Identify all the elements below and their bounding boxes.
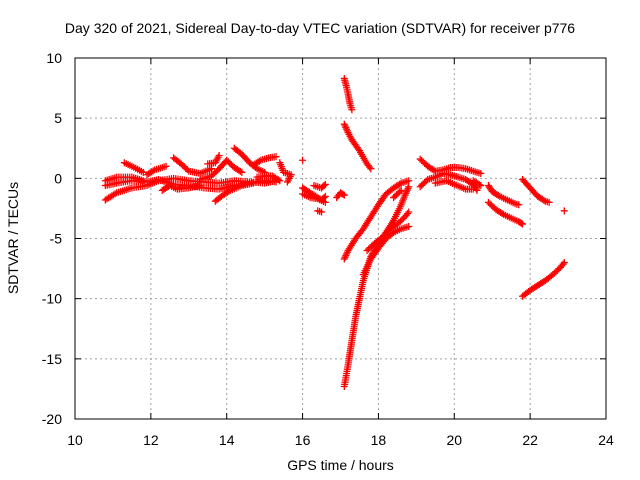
data-point [545,198,553,206]
data-point [255,157,263,165]
x-axis-label: GPS time / hours [287,457,394,473]
data-point [249,179,257,187]
y-tick-label: -5 [50,231,63,247]
data-point [299,156,307,164]
data-point [272,153,280,161]
data-point [139,177,147,185]
data-point [475,181,483,189]
data-point [318,208,326,216]
data-point [283,178,291,186]
x-tick-label: 14 [219,432,235,448]
ticks: 10 12 14 16 18 20 22 24 -20 -15 -10 -5 0 5 10 [42,50,614,448]
data-point [366,163,374,171]
y-tick-label: -10 [42,291,62,307]
data-point [405,183,413,191]
data-point [473,186,481,194]
data-point [139,168,147,176]
data-point [560,207,568,215]
x-tick-label: 18 [371,432,387,448]
data-point [236,167,244,175]
data-point [339,190,347,198]
data-point [559,260,567,268]
y-tick-label: -20 [42,411,62,427]
data-point [276,177,284,185]
y-axis-label: SDTVAR / TECUs [5,181,21,295]
data-point [405,222,413,230]
data-point [340,191,348,199]
data-point [404,210,412,218]
data-point [196,182,204,190]
data-point [477,170,485,178]
y-tick-label: 0 [54,170,62,186]
data-point [215,151,223,159]
data-point [397,186,405,194]
x-tick-label: 24 [598,432,614,448]
data-point [321,192,329,200]
data-point [321,198,329,206]
data-point [274,176,282,184]
data-point [469,185,477,193]
x-tick-label: 16 [295,432,311,448]
data-point [405,208,413,216]
y-tick-label: 5 [54,110,62,126]
data-point [367,165,375,173]
data-point [517,219,525,227]
chart-title: Day 320 of 2021, Sidereal Day-to-day VTE… [64,20,576,36]
x-tick-label: 12 [143,432,159,448]
data-point [111,190,119,198]
x-tick-label: 10 [67,432,83,448]
data-point [396,180,404,188]
data-point [348,106,356,114]
data-point [519,220,527,228]
data-point [540,196,548,204]
data-point [477,182,485,190]
data-point [396,188,404,196]
x-tick-label: 22 [522,432,538,448]
y-tick-label: -15 [42,351,62,367]
grid [75,58,606,419]
data-point [515,201,523,209]
y-tick-label: 10 [46,50,62,66]
data-point [162,162,170,170]
data-point [149,167,157,175]
data-point [320,182,328,190]
data-point [560,259,568,267]
data-point [405,177,413,185]
x-tick-label: 20 [446,432,462,448]
data-point [321,180,329,188]
data-point [238,168,246,176]
data-points [101,74,568,391]
